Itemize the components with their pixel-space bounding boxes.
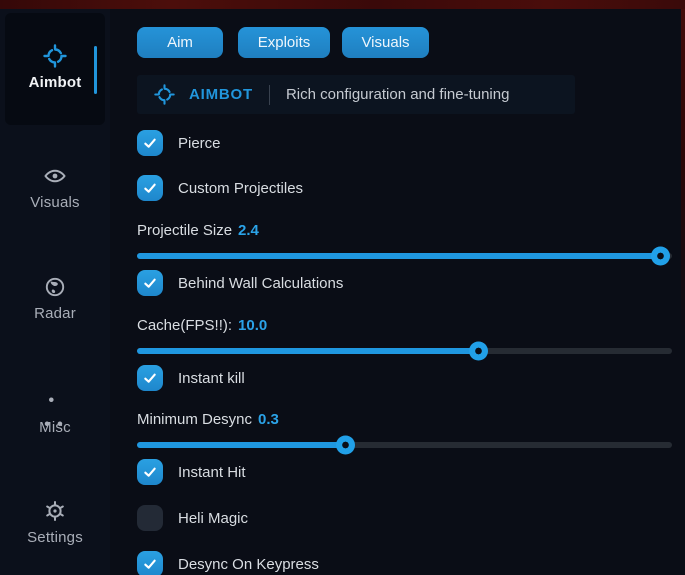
- checkbox-label: Pierce: [178, 134, 221, 152]
- slider-label-cache-fps: Cache(FPS!!): 10.0: [137, 317, 267, 334]
- sidebar-item-label: Aimbot: [28, 74, 82, 91]
- sidebar-active-tile: [5, 13, 105, 125]
- section-subtitle: Rich configuration and fine-tuning: [285, 86, 510, 103]
- checkbox-instant-kill[interactable]: Instant kill: [137, 365, 245, 391]
- checkbox-box[interactable]: [137, 551, 163, 575]
- check-icon: [144, 138, 156, 148]
- checkbox-custom-projectiles[interactable]: Custom Projectiles: [137, 175, 303, 201]
- header-divider: [268, 84, 270, 105]
- eye-icon: [43, 164, 67, 188]
- section-title: AIMBOT: [189, 86, 253, 103]
- sidebar-item-label: Misc: [39, 419, 71, 436]
- sidebar-item-label: Settings: [27, 529, 83, 546]
- checkbox-instant-hit[interactable]: Instant Hit: [137, 459, 246, 485]
- checkbox-pierce[interactable]: Pierce: [137, 130, 221, 156]
- checkbox-box[interactable]: [137, 505, 163, 531]
- check-icon: [144, 373, 156, 383]
- crosshair-icon: [154, 84, 175, 105]
- checkbox-box[interactable]: [137, 459, 163, 485]
- dots-icon: • • •: [44, 392, 66, 433]
- check-icon: [144, 278, 156, 288]
- slider-label-text: Projectile Size: [137, 222, 233, 239]
- slider-knob[interactable]: [335, 435, 355, 455]
- slider-cache-fps[interactable]: [137, 341, 672, 361]
- globe-icon: [43, 275, 67, 299]
- slider-label-text: Minimum Desync: [137, 411, 253, 428]
- checkbox-behind-wall-calculations[interactable]: Behind Wall Calculations: [137, 270, 343, 296]
- slider-fill: [137, 246, 671, 266]
- checkbox-label: Custom Projectiles: [178, 179, 304, 197]
- crosshair-icon: [43, 44, 67, 68]
- tab-aim[interactable]: Aim: [137, 27, 223, 58]
- slider-value: 2.4: [238, 222, 259, 239]
- checkbox-label: Desync On Keypress: [178, 555, 319, 573]
- gear-icon: [43, 499, 67, 523]
- sidebar-item-settings[interactable]: Settings: [0, 499, 110, 546]
- checkbox-box[interactable]: [137, 365, 163, 391]
- checkbox-heli-magic[interactable]: Heli Magic: [137, 505, 248, 531]
- slider-projectile-size[interactable]: [137, 246, 672, 266]
- check-icon: [144, 467, 156, 477]
- slider-knob[interactable]: [469, 341, 489, 361]
- tab-visuals[interactable]: Visuals: [342, 27, 429, 58]
- checkbox-label: Heli Magic: [178, 509, 249, 527]
- slider-label-minimum-desync: Minimum Desync 0.3: [137, 411, 279, 428]
- sidebar-item-misc[interactable]: • • • Misc: [0, 389, 110, 436]
- sidebar-item-visuals[interactable]: Visuals: [0, 164, 110, 211]
- checkbox-label: Instant kill: [178, 369, 245, 387]
- checkbox-box[interactable]: [137, 130, 163, 156]
- checkbox-box[interactable]: [137, 175, 163, 201]
- tab-exploits[interactable]: Exploits: [238, 27, 330, 58]
- check-icon: [144, 183, 156, 193]
- checkbox-label: Behind Wall Calculations: [178, 274, 344, 292]
- slider-label-projectile-size: Projectile Size 2.4: [137, 222, 259, 239]
- slider-knob[interactable]: [651, 246, 671, 266]
- sidebar-item-aimbot[interactable]: Aimbot: [0, 44, 110, 91]
- slider-value: 10.0: [238, 317, 268, 334]
- check-icon: [144, 559, 156, 569]
- checkbox-desync-on-keypress[interactable]: Desync On Keypress: [137, 551, 319, 575]
- sidebar: Aimbot Visuals Radar • • •: [0, 9, 110, 575]
- slider-fill: [137, 341, 489, 361]
- game-background-top-edge: [0, 0, 685, 9]
- section-header: AIMBOT Rich configuration and fine-tunin…: [137, 75, 575, 114]
- slider-minimum-desync[interactable]: [137, 435, 672, 455]
- slider-label-text: Cache(FPS!!):: [137, 317, 233, 334]
- sidebar-item-radar[interactable]: Radar: [0, 275, 110, 322]
- slider-fill: [137, 435, 355, 455]
- sidebar-item-label: Radar: [34, 305, 76, 322]
- checkbox-box[interactable]: [137, 270, 163, 296]
- sidebar-item-label: Visuals: [30, 194, 80, 211]
- active-indicator-bar: [94, 46, 97, 94]
- checkbox-label: Instant Hit: [178, 463, 246, 481]
- slider-value: 0.3: [258, 411, 279, 428]
- game-background-right-edge: [681, 9, 685, 339]
